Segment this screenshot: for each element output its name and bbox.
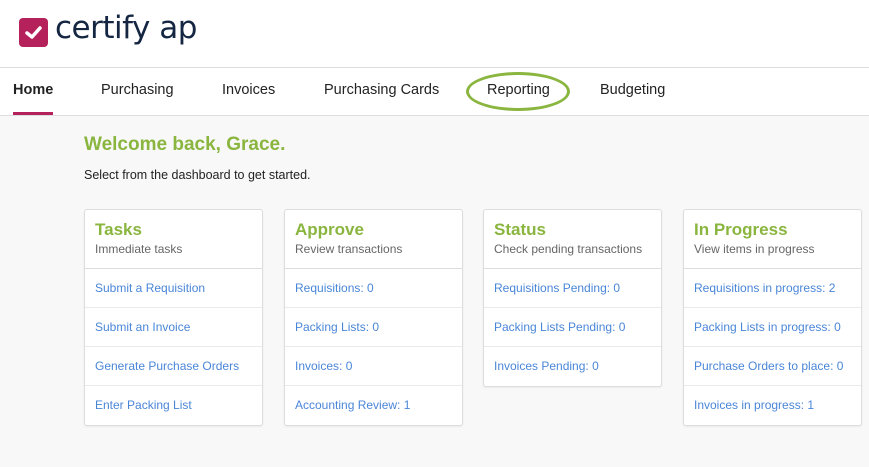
card-approve: Approve Review transactions Requisitions: …: [284, 209, 463, 426]
main-nav: Home Purchasing Invoices Purchasing Card…: [0, 68, 869, 116]
card-title: Status: [494, 220, 546, 239]
card-link[interactable]: Generate Purchase Orders: [85, 347, 262, 386]
card-link[interactable]: Requisitions Pending: 0: [484, 269, 661, 308]
card-header: In Progress View items in progress: [684, 210, 861, 269]
card-link[interactable]: Packing Lists in progress: 0: [684, 308, 861, 347]
active-tab-indicator: [13, 112, 53, 115]
reporting-highlight-circle: [466, 72, 570, 111]
card-title: Tasks: [95, 220, 142, 239]
welcome-title: Welcome back, Grace.: [84, 134, 286, 155]
card-link[interactable]: Invoices: 0: [285, 347, 462, 386]
nav-invoices[interactable]: Invoices: [222, 82, 276, 98]
nav-reporting[interactable]: Reporting: [487, 82, 550, 98]
card-subtitle: View items in progress: [694, 242, 815, 256]
card-title: Approve: [295, 220, 364, 239]
nav-home[interactable]: Home: [13, 82, 54, 98]
card-link[interactable]: Accounting Review: 1: [295, 398, 411, 412]
card-status: Status Check pending transactions Requisit…: [483, 209, 662, 387]
card-header: Approve Review transactions: [285, 210, 462, 269]
welcome-subtitle: Select from the dashboard to get started…: [84, 168, 311, 182]
card-subtitle: Check pending transactions: [494, 242, 643, 256]
card-link[interactable]: Submit a Requisition: [85, 269, 262, 308]
card-header: Status Check pending transactions: [484, 210, 661, 269]
card-link[interactable]: Submit an Invoice: [85, 308, 262, 347]
card-in-progress: In Progress View items in progress Requisi…: [683, 209, 862, 426]
card-link[interactable]: Invoices Pending: 0: [494, 359, 599, 373]
card-link[interactable]: Requisitions: 0: [285, 269, 462, 308]
nav-budgeting[interactable]: Budgeting: [600, 82, 666, 98]
nav-purchasing-cards[interactable]: Purchasing Cards: [324, 82, 440, 98]
card-subtitle: Immediate tasks: [95, 242, 183, 256]
card-link[interactable]: Enter Packing List: [95, 398, 192, 412]
card-link[interactable]: Packing Lists Pending: 0: [484, 308, 661, 347]
card-header: Tasks Immediate tasks: [85, 210, 262, 269]
card-tasks: Tasks Immediate tasks Submit a Requisition…: [84, 209, 263, 426]
card-link[interactable]: Packing Lists: 0: [285, 308, 462, 347]
card-subtitle: Review transactions: [295, 242, 403, 256]
card-link[interactable]: Requisitions in progress: 2: [684, 269, 861, 308]
certify-logo-check-icon[interactable]: [19, 18, 48, 47]
card-link[interactable]: Purchase Orders to place: 0: [684, 347, 861, 386]
card-link[interactable]: Invoices in progress: 1: [694, 398, 815, 412]
brand-name[interactable]: certify ap: [55, 10, 197, 46]
nav-purchasing[interactable]: Purchasing: [101, 82, 174, 98]
card-title: In Progress: [694, 220, 788, 239]
header: certify ap: [0, 0, 869, 68]
